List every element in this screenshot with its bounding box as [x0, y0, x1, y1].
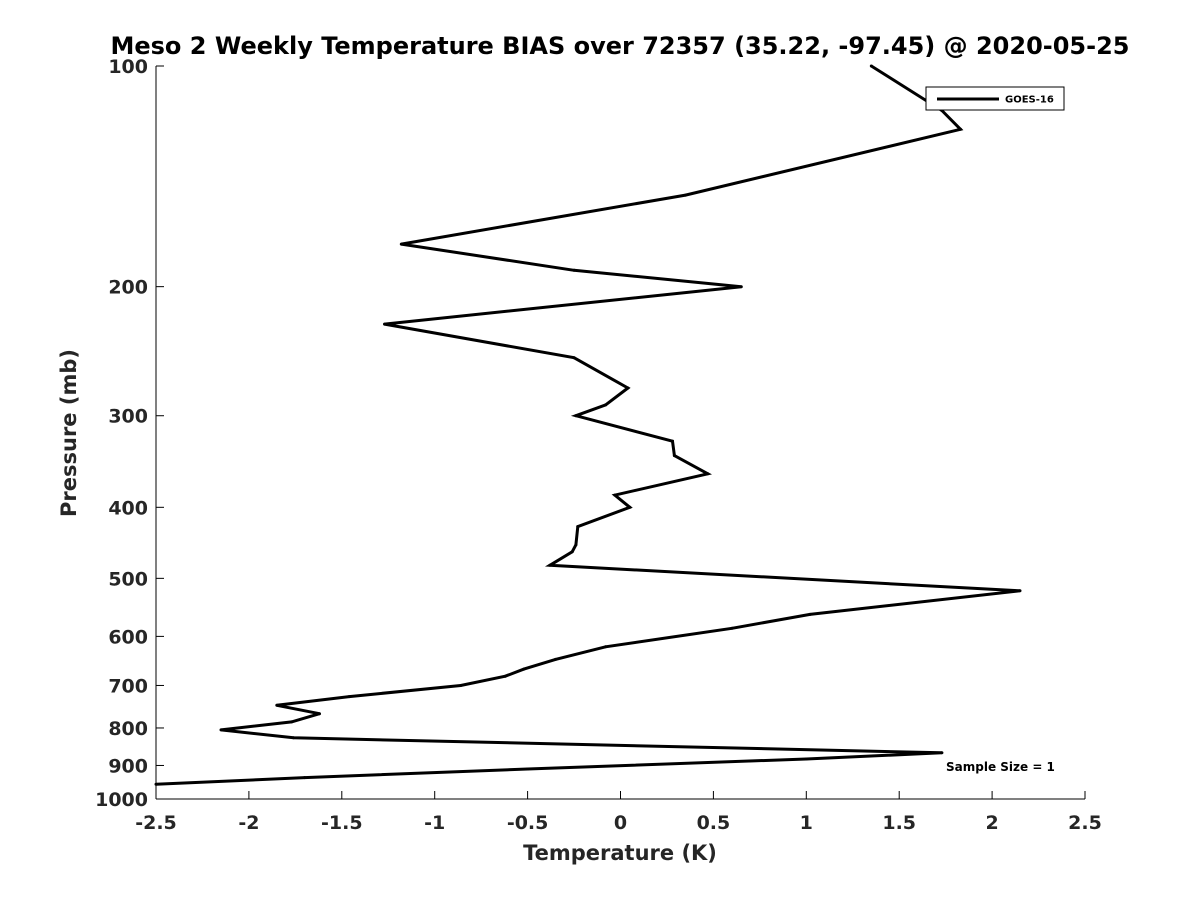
data-point: [684, 193, 687, 197]
data-point: [808, 612, 812, 616]
y-axis: 100 200 300 400 500 600 700 800 900 1000: [95, 56, 164, 811]
y-tick-label: 400: [108, 497, 148, 519]
legend-label: GOES-16: [1005, 95, 1054, 106]
series-layer: [154, 64, 1022, 786]
chart-title: Meso 2 Weekly Temperature BIAS over 7235…: [110, 32, 1129, 60]
data-point: [522, 667, 526, 671]
y-tick-label: 500: [108, 568, 148, 590]
sample-size-annotation: Sample Size = 1: [946, 760, 1055, 774]
data-point: [940, 751, 944, 755]
x-tick-label: 2.5: [1068, 812, 1102, 834]
data-point: [804, 757, 808, 761]
data-point: [459, 684, 463, 687]
data-point: [706, 472, 710, 476]
x-tick-label: -1.5: [321, 812, 363, 834]
y-axis-label: Pressure (mb): [57, 349, 81, 517]
data-point: [959, 127, 962, 131]
data-point: [574, 543, 578, 547]
x-tick-label: -2: [238, 812, 259, 834]
data-point: [572, 268, 576, 272]
data-point: [503, 674, 507, 678]
data-point: [548, 563, 552, 567]
data-point: [576, 525, 580, 529]
x-tick-label: 0: [614, 812, 627, 834]
x-axis: -2.5 -2 -1.5 -1 -0.5 0 0.5 1 1.5 2 2.5: [135, 791, 1102, 834]
data-point: [292, 736, 295, 740]
x-tick-label: 1: [800, 812, 813, 834]
y-tick-label: 200: [108, 277, 148, 299]
data-point: [219, 728, 223, 732]
data-point: [604, 645, 608, 649]
data-point: [154, 782, 158, 786]
x-tick-label: 2: [985, 812, 998, 834]
data-point: [574, 414, 578, 418]
data-point: [572, 356, 576, 360]
data-point: [671, 439, 674, 443]
y-tick-label: 100: [108, 56, 148, 78]
y-tick-label: 300: [108, 406, 148, 428]
y-tick-label: 1000: [95, 789, 148, 811]
data-point: [347, 695, 351, 699]
data-point: [672, 454, 676, 458]
y-tick-label: 800: [108, 718, 148, 740]
data-point: [290, 720, 294, 724]
data-point: [626, 386, 630, 390]
x-tick-label: -2.5: [135, 812, 177, 834]
series-line-goes-16: [155, 64, 1021, 786]
data-point: [383, 322, 386, 326]
data-point: [739, 285, 743, 289]
data-point: [399, 242, 403, 246]
data-point: [628, 505, 632, 509]
x-tick-label: -1: [424, 812, 445, 834]
data-point: [554, 657, 557, 661]
data-point: [869, 64, 873, 68]
x-tick-label: 1.5: [882, 812, 916, 834]
data-point: [730, 626, 734, 630]
data-point: [613, 493, 617, 497]
data-point: [570, 550, 574, 554]
data-point: [275, 703, 279, 707]
data-point: [1018, 589, 1022, 593]
x-axis-label: Temperature (K): [523, 841, 717, 865]
data-point: [526, 767, 530, 771]
y-tick-label: 700: [108, 675, 148, 697]
data-point: [604, 403, 608, 407]
x-tick-label: 0.5: [697, 812, 731, 834]
legend: GOES-16: [925, 86, 1065, 111]
data-point: [318, 712, 321, 716]
data-point: [303, 776, 307, 780]
y-tick-label: 600: [108, 626, 148, 648]
x-tick-label: -0.5: [507, 812, 549, 834]
y-tick-label: 900: [108, 755, 148, 777]
